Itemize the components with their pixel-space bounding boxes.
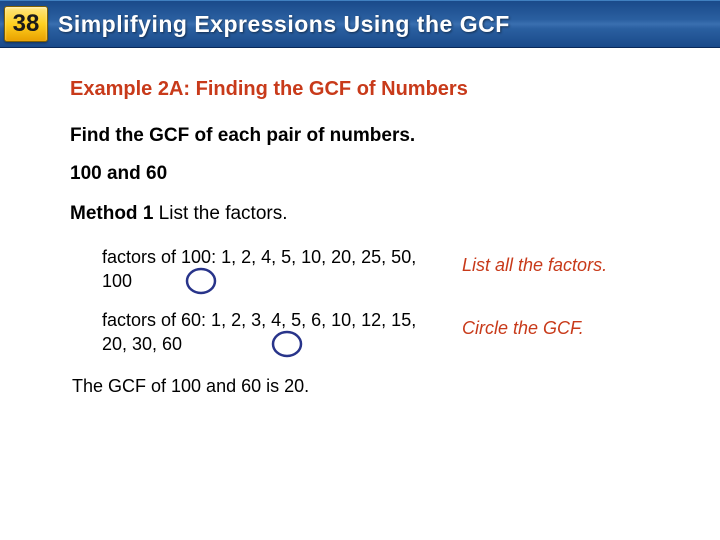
- method-line: Method 1 List the factors.: [70, 203, 670, 225]
- factors-60: factors of 60: 1, 2, 3, 4, 5, 6, 10, 12,…: [102, 308, 422, 357]
- slide-title: Simplifying Expressions Using the GCF: [58, 11, 510, 38]
- content-area: Example 2A: Finding the GCF of Numbers F…: [0, 48, 720, 417]
- factors-60-text: factors of 60: 1, 2, 3, 4, 5, 6, 10, 12,…: [102, 310, 416, 354]
- side-note-1: List all the factors.: [462, 255, 607, 276]
- number-pair: 100 and 60: [70, 163, 670, 185]
- factors-100: factors of 100: 1, 2, 4, 5, 10, 20, 25, …: [102, 245, 422, 294]
- header-bar: 38 Simplifying Expressions Using the GCF: [0, 0, 720, 48]
- slide-number: 38: [13, 10, 40, 38]
- factors-100-text: factors of 100: 1, 2, 4, 5, 10, 20, 25, …: [102, 247, 416, 291]
- method-label: Method 1: [70, 203, 153, 224]
- conclusion-text: The GCF of 100 and 60 is 20.: [72, 376, 670, 397]
- instruction-text: Find the GCF of each pair of numbers.: [70, 125, 670, 147]
- factors-row-2: factors of 60: 1, 2, 3, 4, 5, 6, 10, 12,…: [70, 308, 670, 357]
- factors-row-1: factors of 100: 1, 2, 4, 5, 10, 20, 25, …: [70, 245, 670, 294]
- method-desc: List the factors.: [153, 203, 287, 224]
- slide-number-badge: 38: [4, 6, 48, 42]
- gcf-circle-2: [270, 330, 304, 358]
- gcf-circle-1: [184, 267, 218, 295]
- example-title: Example 2A: Finding the GCF of Numbers: [70, 78, 670, 101]
- side-note-2: Circle the GCF.: [462, 318, 584, 339]
